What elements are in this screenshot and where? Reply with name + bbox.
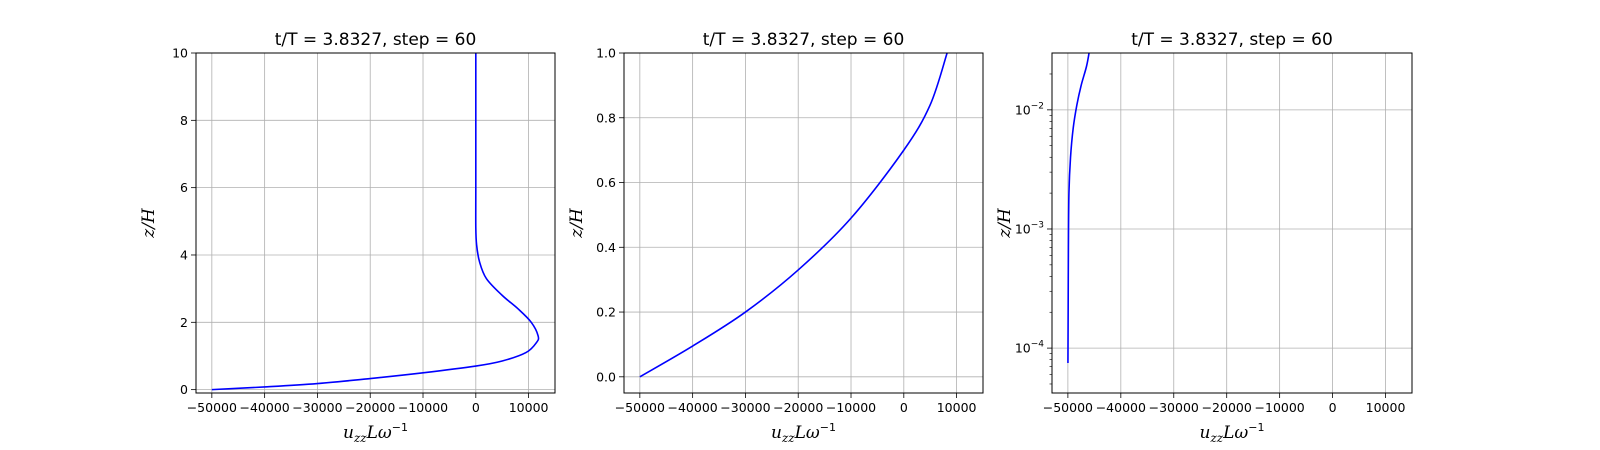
x-tick-label: −30000 (292, 400, 342, 415)
x-tick-label: −20000 (345, 400, 395, 415)
series-layer (639, 53, 948, 378)
chart-panel-2: t/T = 3.8327, step = 60 −50000 −40000 −300… (567, 30, 984, 445)
x-tick-label: −10000 (398, 400, 448, 415)
y-tick-label: 8 (180, 113, 188, 128)
y-axis-label: z/H (995, 207, 1015, 239)
x-tick-label: −50000 (615, 400, 665, 415)
y-tick-label: 2 (180, 315, 188, 330)
tick-layer: −50000 −40000 −30000 −20000 −10000 0 10000 0 2 4 6… (172, 46, 548, 416)
plot-frame (623, 52, 984, 394)
plot-frame (1051, 52, 1413, 394)
x-tick-label: −10000 (826, 400, 876, 415)
x-tick-label: 0 (900, 400, 908, 415)
tick-layer: −50000 −40000 −30000 −20000 −10000 0 10000 10−4… (1015, 73, 1406, 415)
y-tick-label: 10−2 (1015, 101, 1044, 117)
series-layer (1067, 53, 1090, 364)
x-tick-label: 10000 (1366, 400, 1406, 415)
y-tick-label: 0.0 (596, 369, 616, 384)
y-tick-label: 0.4 (596, 240, 616, 255)
series-line-1 (1067, 53, 1090, 364)
x-tick-label: 0 (472, 400, 480, 415)
x-tick-label: −30000 (720, 400, 770, 415)
plot-frame (195, 52, 556, 394)
x-tick-label: −40000 (1096, 400, 1146, 415)
y-axis-label: z/H (139, 207, 159, 239)
y-axis-label: z/H (567, 207, 587, 239)
series-line-1 (639, 53, 948, 378)
y-tick-label: 0.8 (596, 110, 616, 125)
tick-layer: −50000 −40000 −30000 −20000 −10000 0 10000 0.0 0… (596, 46, 976, 416)
chart-title: t/T = 3.8327, step = 60 (1131, 30, 1333, 50)
x-tick-label: −30000 (1149, 400, 1199, 415)
x-tick-label: −40000 (668, 400, 718, 415)
y-tick-label: 10−4 (1015, 340, 1044, 356)
y-tick-label: 0.6 (596, 175, 616, 190)
series-layer (211, 53, 540, 391)
y-tick-label: 10 (172, 46, 188, 61)
y-tick-label: 0 (180, 382, 188, 397)
y-tick-label: 6 (180, 180, 188, 195)
x-tick-label: 0 (1329, 400, 1337, 415)
chart-title: t/T = 3.8327, step = 60 (275, 30, 477, 50)
series-line-1 (211, 53, 540, 391)
x-tick-label: 10000 (509, 400, 549, 415)
x-tick-label: −50000 (187, 400, 237, 415)
x-tick-label: −10000 (1255, 400, 1305, 415)
x-tick-label: −50000 (1043, 400, 1093, 415)
chart-panel-3: t/T = 3.8327, step = 60 −50000 −40000 −300… (995, 30, 1413, 445)
x-axis-label: uzzLω−1 (343, 421, 408, 445)
y-tick-label: 0.2 (596, 305, 616, 320)
chart-panel-1: t/T = 3.8327, step = 60 −50000 −40000 −300… (139, 30, 556, 445)
x-tick-label: −40000 (240, 400, 290, 415)
y-tick-label: 4 (180, 247, 188, 262)
x-tick-label: −20000 (773, 400, 823, 415)
x-tick-label: 10000 (937, 400, 977, 415)
chart-title: t/T = 3.8327, step = 60 (703, 30, 905, 50)
grid-lines (1052, 53, 1412, 393)
y-tick-label: 1.0 (596, 46, 616, 61)
x-axis-label: uzzLω−1 (1200, 421, 1265, 445)
x-tick-label: −20000 (1202, 400, 1252, 415)
x-axis-label: uzzLω−1 (771, 421, 836, 445)
y-tick-label: 10−3 (1015, 220, 1044, 236)
